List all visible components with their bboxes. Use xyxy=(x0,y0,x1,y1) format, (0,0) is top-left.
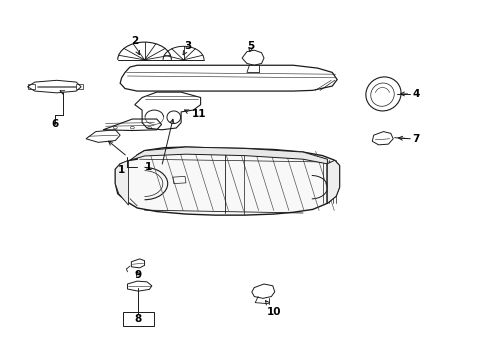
Polygon shape xyxy=(130,147,327,164)
Text: 6: 6 xyxy=(52,120,59,129)
Polygon shape xyxy=(115,147,339,215)
Text: 10: 10 xyxy=(266,307,281,316)
Text: 1: 1 xyxy=(118,165,125,175)
Text: 8: 8 xyxy=(134,314,142,324)
Polygon shape xyxy=(327,160,339,203)
Text: 7: 7 xyxy=(412,134,419,144)
Text: 4: 4 xyxy=(412,89,419,99)
Text: 5: 5 xyxy=(246,41,253,51)
Text: 2: 2 xyxy=(131,36,138,46)
Text: 11: 11 xyxy=(191,109,206,119)
Polygon shape xyxy=(115,160,128,205)
Text: 3: 3 xyxy=(184,41,192,51)
Text: 9: 9 xyxy=(134,270,142,280)
Text: 1: 1 xyxy=(144,162,151,172)
